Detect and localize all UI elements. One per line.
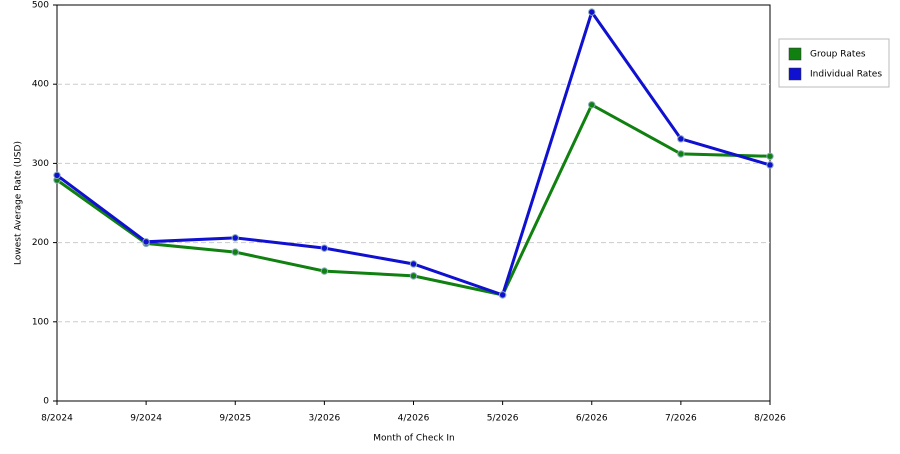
data-point bbox=[231, 248, 239, 256]
legend-label: Group Rates bbox=[810, 50, 866, 60]
x-tick-label: 5/2026 bbox=[487, 414, 519, 424]
x-tick-label: 8/2024 bbox=[41, 414, 73, 424]
y-axis-label: Lowest Average Rate (USD) bbox=[14, 141, 24, 265]
data-point bbox=[231, 234, 239, 242]
y-tick-label: 0 bbox=[43, 397, 49, 407]
x-tick-label: 9/2025 bbox=[219, 414, 251, 424]
data-point bbox=[320, 267, 329, 275]
data-point bbox=[677, 135, 685, 143]
x-tick-label: 6/2026 bbox=[576, 414, 608, 424]
x-tick-label: 9/2024 bbox=[130, 414, 162, 424]
data-point bbox=[766, 152, 774, 160]
plot-area bbox=[56, 4, 771, 402]
y-tick-label: 500 bbox=[32, 1, 49, 11]
y-tick-label: 200 bbox=[32, 238, 49, 248]
data-point bbox=[409, 272, 418, 280]
legend-label: Individual Rates bbox=[810, 70, 882, 80]
x-tick-label: 7/2026 bbox=[665, 414, 697, 424]
data-point bbox=[409, 260, 418, 268]
data-point bbox=[320, 244, 329, 252]
x-tick-label: 3/2026 bbox=[309, 414, 341, 424]
data-point bbox=[588, 8, 596, 16]
x-axis-label: Month of Check In bbox=[373, 434, 455, 444]
legend-swatch bbox=[788, 67, 802, 81]
data-point bbox=[498, 291, 507, 299]
y-tick-label: 300 bbox=[32, 159, 49, 169]
x-tick-label: 8/2026 bbox=[754, 414, 786, 424]
legend-swatch bbox=[788, 47, 802, 61]
data-point bbox=[588, 101, 596, 109]
data-point bbox=[766, 161, 774, 169]
data-point bbox=[142, 238, 150, 246]
data-point bbox=[53, 171, 61, 179]
x-tick-label: 4/2026 bbox=[398, 414, 430, 424]
data-point bbox=[677, 150, 685, 158]
y-tick-label: 100 bbox=[32, 317, 49, 327]
y-tick-label: 400 bbox=[32, 80, 49, 90]
